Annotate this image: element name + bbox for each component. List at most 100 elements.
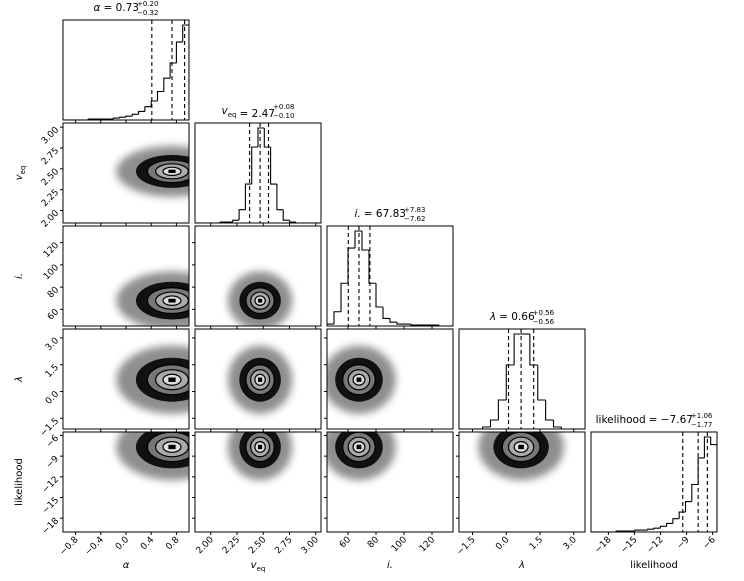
panel-frame bbox=[194, 122, 322, 224]
title-lower: −0.10 bbox=[273, 112, 294, 120]
histogram-bin bbox=[697, 457, 705, 485]
x-tick-label: −0.4 bbox=[83, 535, 106, 558]
x-tick-label: −9 bbox=[675, 535, 692, 552]
histogram-bin bbox=[282, 209, 290, 221]
histogram-bin bbox=[150, 100, 158, 107]
title-lower: −7.62 bbox=[404, 215, 425, 223]
density-peak bbox=[258, 377, 263, 382]
panel-title: i. = 67.83 bbox=[355, 208, 406, 220]
panel-frame bbox=[194, 328, 322, 430]
histogram-bin bbox=[288, 220, 296, 223]
panel-frame bbox=[458, 328, 586, 430]
label-main: v bbox=[251, 560, 258, 571]
panel-frame bbox=[326, 225, 454, 327]
histogram-bin bbox=[340, 282, 348, 312]
panel-frame bbox=[62, 431, 190, 533]
x-tick-label: 0.8 bbox=[164, 535, 181, 552]
histogram-bin bbox=[232, 219, 240, 223]
x-axis-label: likelihood bbox=[630, 560, 678, 571]
panel: −18−15−12−9−6−0.8 −0.4 0.0 0.4 0.8 bbox=[41, 431, 190, 558]
title-value: = 67.83 bbox=[364, 208, 406, 220]
panel-content bbox=[327, 432, 396, 481]
title-value: = −7.67 bbox=[649, 414, 693, 426]
panel: 60 80 100 120 bbox=[324, 431, 454, 554]
label-main: likelihood bbox=[14, 458, 25, 506]
panel-content bbox=[63, 20, 189, 120]
histogram-bin bbox=[710, 437, 717, 532]
panel-content bbox=[227, 432, 293, 481]
x-axis-label: i. bbox=[387, 560, 393, 571]
density-peak bbox=[258, 298, 263, 303]
x-tick-label: 0.0 bbox=[114, 535, 131, 552]
panel-frame bbox=[326, 431, 454, 533]
x-tick-label: 2.00 bbox=[195, 535, 216, 556]
label-main: α bbox=[123, 560, 130, 571]
x-tick-label: −6 bbox=[701, 535, 718, 552]
histogram-bin bbox=[410, 324, 418, 326]
histogram-bin bbox=[354, 230, 362, 249]
histogram-bin bbox=[347, 247, 355, 284]
histogram-bin bbox=[672, 518, 680, 524]
panel-title: likelihood = −7.67 bbox=[596, 414, 693, 426]
x-tick-label: 2.75 bbox=[273, 535, 294, 556]
panel-frame bbox=[62, 225, 190, 327]
label-main: i. bbox=[387, 560, 393, 571]
y-tick-label: 60 bbox=[46, 307, 61, 322]
x-tick-label: −15 bbox=[619, 535, 640, 556]
y-tick-label: −1.5 bbox=[39, 416, 62, 439]
histogram-bin bbox=[327, 323, 334, 326]
y-tick-label: 2.25 bbox=[40, 188, 61, 209]
panel-content bbox=[327, 226, 453, 326]
histogram-bin bbox=[438, 325, 446, 326]
y-axis-label: veq bbox=[14, 166, 27, 181]
x-tick-label: 2.25 bbox=[221, 535, 242, 556]
panel-title: veq = 2.47 bbox=[222, 105, 275, 120]
y-tick-label: 3.0 bbox=[44, 336, 61, 353]
x-tick-label: 100 bbox=[390, 535, 409, 554]
histogram-bin bbox=[375, 283, 383, 308]
panel-frame bbox=[62, 122, 190, 224]
panel-frame bbox=[194, 225, 322, 327]
histogram-bin bbox=[295, 222, 303, 223]
label-main: likelihood bbox=[630, 560, 678, 571]
histogram-bin bbox=[691, 483, 699, 502]
label-main: i. bbox=[14, 273, 25, 279]
y-tick-label: −12 bbox=[41, 475, 62, 496]
y-tick-label: 80 bbox=[46, 285, 61, 300]
title-value: = 2.47 bbox=[240, 108, 276, 120]
x-tick-label: 80 bbox=[366, 535, 381, 550]
panel bbox=[192, 328, 322, 432]
histogram-bin bbox=[163, 77, 171, 92]
histogram-bin bbox=[505, 364, 515, 400]
y-tick-label: 120 bbox=[42, 241, 61, 260]
x-axis-label: λ bbox=[518, 560, 525, 571]
label-main: λ bbox=[518, 560, 525, 571]
panel-frame bbox=[590, 431, 718, 533]
histogram-bin bbox=[382, 307, 390, 319]
panel-frame bbox=[62, 19, 190, 121]
x-tick-label: 0.4 bbox=[139, 535, 156, 552]
title-upper: +7.83 bbox=[404, 206, 425, 214]
label-main: λ bbox=[14, 376, 25, 383]
histogram-bin bbox=[560, 427, 570, 429]
panel: veq = 2.47+0.08−0.10 bbox=[194, 103, 322, 226]
histogram-bin bbox=[238, 209, 246, 221]
panel-content bbox=[116, 145, 189, 197]
panel-content bbox=[195, 123, 321, 223]
histogram-bin bbox=[244, 183, 252, 210]
histogram-bin bbox=[119, 116, 126, 119]
y-tick-label: −15 bbox=[41, 496, 62, 517]
panel-title: λ = 0.66 bbox=[489, 311, 535, 323]
title-lower: −1.77 bbox=[691, 421, 712, 429]
density-peak bbox=[168, 444, 176, 450]
y-tick-label: 0.0 bbox=[44, 389, 61, 406]
y-axis-label: i. bbox=[14, 273, 25, 279]
density-peak bbox=[168, 377, 176, 382]
histogram-bin bbox=[659, 525, 667, 529]
y-tick-label: 2.75 bbox=[40, 146, 61, 167]
y-tick-label: 2.50 bbox=[40, 167, 61, 188]
histogram-bin bbox=[270, 147, 277, 185]
density-peak bbox=[356, 444, 362, 450]
panel: λ = 0.66+0.56−0.56 bbox=[458, 309, 586, 432]
